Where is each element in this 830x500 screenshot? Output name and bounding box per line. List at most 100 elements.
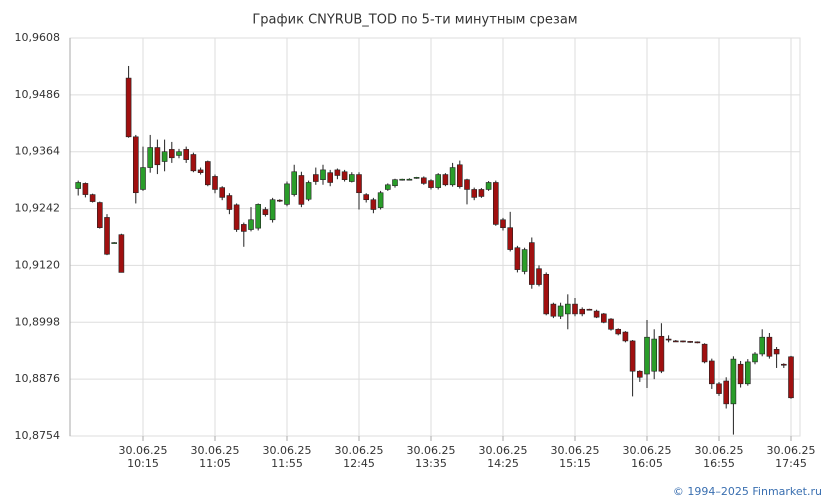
candle-body — [442, 174, 449, 186]
candle-body — [449, 167, 456, 186]
candle-body — [226, 195, 233, 210]
candle-body — [680, 340, 686, 343]
candle-body — [536, 268, 542, 285]
candle-body — [291, 171, 298, 195]
candle-body — [615, 328, 622, 335]
candle-body — [550, 303, 557, 317]
x-tick-label: 30.06.25 15:15 — [550, 444, 600, 470]
candle-body — [644, 336, 650, 375]
candle-body — [205, 161, 211, 186]
candle-body — [564, 303, 571, 315]
candle-body — [183, 149, 189, 160]
x-tick-label: 30.06.25 12:45 — [334, 444, 384, 470]
candle-body — [716, 383, 722, 394]
y-tick-label: 10,8998 — [15, 315, 61, 328]
candle-body — [298, 175, 305, 205]
candle-body — [600, 313, 607, 323]
x-tick-label: 30.06.25 16:05 — [622, 444, 672, 470]
footer: © 1994–2025 Finmarket.ru — [672, 485, 822, 498]
candle-body — [348, 174, 355, 182]
candle-body — [780, 363, 787, 366]
candle-body — [97, 202, 103, 228]
candle-body — [528, 242, 535, 285]
candle-body — [190, 154, 197, 172]
candle-body — [356, 174, 362, 194]
candle-body — [492, 182, 499, 225]
y-tick-label: 10,9242 — [15, 202, 61, 215]
x-tick-label: 30.06.25 10:15 — [118, 444, 168, 470]
candle-body — [154, 147, 161, 166]
candle-body — [147, 147, 153, 168]
candle-body — [233, 204, 240, 230]
candle-body — [161, 151, 168, 162]
y-tick-label: 10,9364 — [15, 145, 61, 158]
candle-body — [392, 179, 398, 187]
x-tick-label: 30.06.25 11:55 — [262, 444, 312, 470]
candle-body — [651, 338, 658, 372]
candle-body — [701, 343, 708, 363]
candle-body — [521, 249, 528, 272]
candle-body — [269, 199, 276, 221]
candle-body — [276, 199, 283, 202]
candle-body — [334, 169, 341, 176]
candle-body — [241, 224, 247, 232]
candle-body — [629, 340, 636, 372]
candle-body — [543, 273, 550, 315]
x-tick-label: 30.06.25 17:45 — [766, 444, 816, 470]
x-tick-label: 30.06.25 16:55 — [694, 444, 744, 470]
x-tick-label: 30.06.25 14:25 — [478, 444, 528, 470]
x-tick-label: 30.06.25 13:35 — [406, 444, 456, 470]
candle-body — [406, 178, 413, 181]
candle-body — [737, 363, 744, 385]
y-tick-label: 10,8754 — [15, 429, 61, 442]
candle-body — [89, 194, 96, 202]
candle-body — [341, 171, 348, 180]
candle-body — [464, 179, 470, 190]
candle-body — [75, 182, 81, 189]
candle-body — [514, 247, 521, 270]
candle-body — [478, 189, 485, 197]
candle-body — [658, 335, 665, 372]
candle-body — [118, 234, 125, 273]
candle-body — [730, 358, 737, 405]
candle-body — [665, 338, 672, 341]
candle-body — [507, 227, 514, 250]
candle-body — [125, 77, 132, 138]
candle-body — [608, 318, 614, 330]
candle-body — [579, 308, 586, 315]
candle-body — [255, 204, 261, 229]
candle-body — [485, 182, 492, 190]
candle-body — [593, 310, 600, 318]
x-tick-label: 30.06.25 11:05 — [190, 444, 240, 470]
y-tick-label: 10,8876 — [15, 372, 61, 385]
candle-body — [636, 370, 643, 378]
candle-body — [759, 336, 766, 355]
candle-body — [377, 192, 384, 208]
candle-body — [672, 340, 679, 343]
candle-body — [176, 151, 182, 156]
candle-body — [456, 164, 463, 187]
candle-body — [752, 353, 758, 363]
candle-body — [370, 199, 377, 210]
candle-body — [435, 174, 442, 188]
candle-body — [169, 149, 175, 159]
candle-body — [305, 182, 312, 200]
plot-area — [69, 37, 801, 437]
candle-body — [471, 189, 478, 198]
candle-body — [212, 176, 218, 190]
candle-body — [219, 187, 225, 198]
candle-body — [133, 136, 139, 194]
candle-body — [248, 219, 254, 230]
candle-body — [312, 174, 319, 182]
candle-body — [363, 194, 370, 201]
candle-body — [140, 167, 146, 190]
candle-body — [428, 180, 434, 188]
candle-body — [500, 219, 506, 228]
candle-body — [694, 341, 701, 344]
candle-body — [197, 169, 204, 173]
candle-body — [744, 361, 751, 385]
y-tick-label: 10,9608 — [15, 31, 61, 44]
candle-body — [420, 177, 427, 184]
